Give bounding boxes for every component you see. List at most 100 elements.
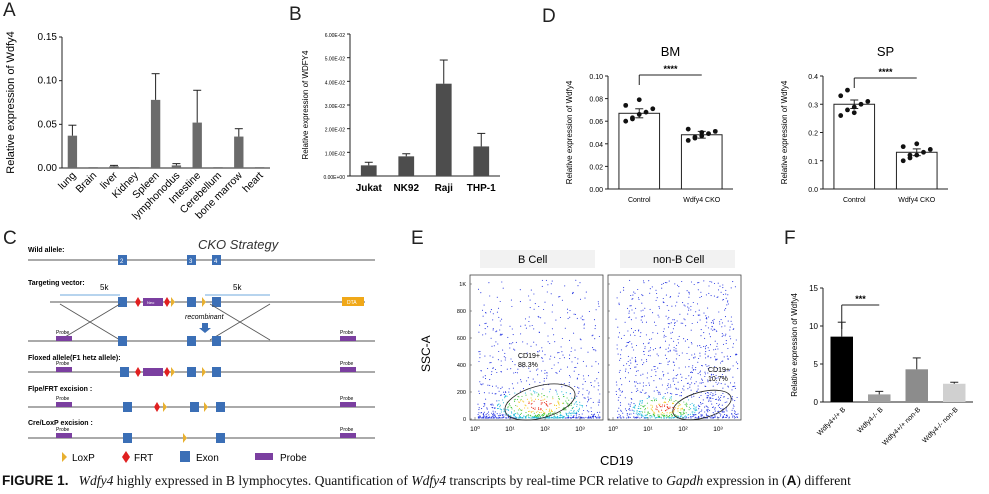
flow-event xyxy=(726,304,728,306)
flow-event xyxy=(570,404,572,406)
flow-event xyxy=(496,400,498,402)
flow-event xyxy=(650,404,652,406)
flow-event xyxy=(593,413,596,415)
flow-event xyxy=(637,407,639,409)
flow-event xyxy=(722,293,724,296)
flow-event xyxy=(683,385,685,387)
flow-event xyxy=(691,354,693,356)
flow-event xyxy=(635,370,638,372)
flow-event xyxy=(684,319,686,321)
frt-icon xyxy=(135,297,141,307)
flow-event xyxy=(493,414,495,416)
flow-event xyxy=(495,331,497,333)
flow-event xyxy=(730,316,732,318)
y-tick-label: 0.00 xyxy=(589,187,603,194)
flow-event xyxy=(705,325,707,327)
flow-event xyxy=(677,415,679,418)
flow-event xyxy=(717,377,719,379)
exon-2-wild xyxy=(118,255,127,265)
flow-event xyxy=(545,403,547,405)
b-cell-title-box xyxy=(480,250,595,268)
flow-event xyxy=(732,365,734,367)
flow-event xyxy=(546,291,548,293)
flow-event xyxy=(567,406,570,408)
flow-event xyxy=(723,356,725,358)
flow-event xyxy=(672,380,674,382)
flow-event xyxy=(627,355,629,357)
flow-event xyxy=(640,414,642,416)
flow-event xyxy=(478,392,480,395)
y-axis-label: Relative expression of Wdfy4 xyxy=(5,31,17,173)
flow-event xyxy=(525,412,527,414)
flow-event xyxy=(707,347,709,349)
flow-event xyxy=(703,345,705,348)
flow-event xyxy=(552,417,554,419)
flow-event xyxy=(585,416,587,418)
caption-gene: Wdfy4 xyxy=(78,473,114,488)
flow-y-tick-label: 1K xyxy=(459,282,466,288)
flow-event xyxy=(551,328,553,330)
flow-event xyxy=(551,311,553,313)
flow-event xyxy=(717,348,719,350)
flow-event xyxy=(653,321,656,323)
nonb-cell-gate xyxy=(672,389,732,421)
flow-event xyxy=(722,415,724,417)
flow-event xyxy=(660,406,662,408)
flow-event xyxy=(483,415,485,417)
flow-event xyxy=(673,346,675,348)
flow-event xyxy=(484,328,486,330)
flow-event xyxy=(596,378,598,380)
flow-event xyxy=(716,383,718,385)
flow-event xyxy=(492,414,494,416)
flow-event xyxy=(642,280,645,282)
flow-event xyxy=(688,399,690,401)
flow-event xyxy=(526,380,528,382)
flow-event xyxy=(664,398,666,400)
flow-event xyxy=(725,375,727,377)
flow-event xyxy=(672,319,674,321)
panel-label-b: B xyxy=(289,4,302,25)
flow-event xyxy=(555,319,557,321)
bar xyxy=(150,99,161,168)
flow-event xyxy=(620,417,622,419)
flow-event xyxy=(724,325,726,327)
flow-event xyxy=(645,334,647,336)
flow-event xyxy=(725,293,727,295)
flow-event xyxy=(686,290,688,292)
flow-event xyxy=(716,343,718,345)
flow-event xyxy=(511,412,513,414)
flow-event xyxy=(699,374,701,376)
flow-event xyxy=(594,325,596,327)
bar xyxy=(473,146,490,176)
flow-event xyxy=(504,352,506,354)
flow-event xyxy=(731,412,733,415)
flow-event xyxy=(644,307,646,309)
flow-event xyxy=(477,417,479,419)
flow-event xyxy=(650,399,652,402)
flow-event xyxy=(718,403,720,405)
flow-event xyxy=(657,415,659,417)
flow-x-tick-label: 10⁰ xyxy=(608,425,618,433)
flow-event xyxy=(654,365,656,368)
flow-event xyxy=(728,416,730,418)
flow-event xyxy=(673,377,675,379)
flow-event xyxy=(557,400,559,402)
flow-event xyxy=(518,416,520,418)
flow-event xyxy=(492,417,494,419)
flow-event xyxy=(497,343,499,345)
data-point xyxy=(845,107,850,113)
flow-event xyxy=(720,394,722,397)
flow-event xyxy=(554,416,556,418)
flow-event xyxy=(493,412,495,414)
flow-event xyxy=(664,282,666,284)
flow-event xyxy=(597,363,600,365)
flow-event xyxy=(724,401,726,403)
flow-event xyxy=(515,415,517,418)
flow-event xyxy=(649,292,651,294)
flow-event xyxy=(708,285,710,287)
flow-event xyxy=(500,414,502,417)
flow-event xyxy=(664,404,666,406)
flow-event xyxy=(669,350,671,352)
flow-event xyxy=(651,338,653,340)
flow-event xyxy=(686,403,688,405)
